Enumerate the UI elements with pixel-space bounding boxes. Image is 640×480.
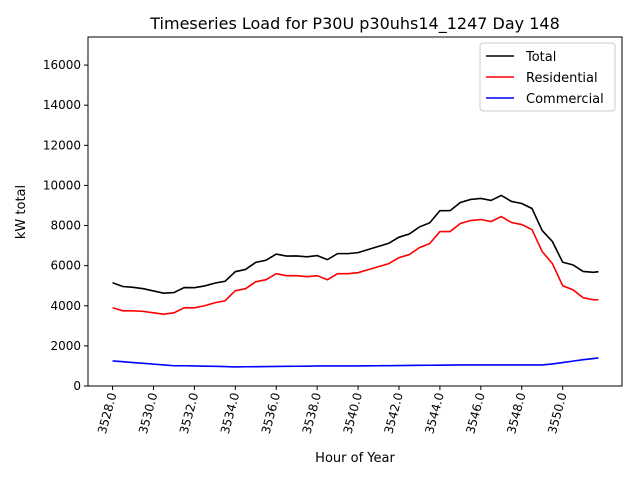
x-tick-label: 3528.0 — [95, 391, 119, 435]
x-tick-label: 3534.0 — [218, 391, 242, 435]
y-axis-label: kW total — [14, 185, 29, 239]
y-tick-label: 10000 — [43, 178, 81, 192]
x-tick-label: 3538.0 — [300, 391, 324, 435]
legend: Total Residential Commercial — [479, 42, 616, 112]
legend-box — [479, 42, 616, 112]
legend-label: Commercial — [526, 92, 604, 107]
y-tick-label: 6000 — [50, 259, 81, 273]
chart-title: Timeseries Load for P30U p30uhs14_1247 D… — [149, 14, 560, 34]
x-tick-label: 3544.0 — [422, 391, 446, 435]
y-tick-label: 0 — [73, 379, 81, 393]
legend-label: Total — [525, 50, 556, 65]
y-tick-label: 4000 — [50, 299, 81, 313]
y-tick-label: 8000 — [50, 219, 81, 233]
x-tick-label: 3550.0 — [545, 391, 569, 435]
x-tick-label: 3536.0 — [259, 391, 283, 435]
x-tick-label: 3546.0 — [463, 391, 487, 435]
series-line-total — [112, 194, 599, 294]
series-line-commercial — [112, 357, 599, 368]
x-tick-label: 3532.0 — [177, 391, 201, 435]
x-axis-label: Hour of Year — [315, 451, 395, 466]
y-tick-label: 2000 — [50, 339, 81, 353]
x-tick-label: 3548.0 — [504, 391, 528, 435]
y-tick-label: 12000 — [43, 138, 81, 152]
y-tick-label: 14000 — [43, 98, 81, 112]
x-tick-label: 3530.0 — [136, 391, 160, 435]
legend-label: Residential — [526, 71, 598, 86]
x-tick-label: 3540.0 — [341, 391, 365, 435]
series-line-residential — [112, 215, 599, 316]
y-tick-label: 16000 — [43, 58, 81, 72]
plot-frame — [87, 36, 623, 387]
x-tick-label: 3542.0 — [381, 391, 405, 435]
